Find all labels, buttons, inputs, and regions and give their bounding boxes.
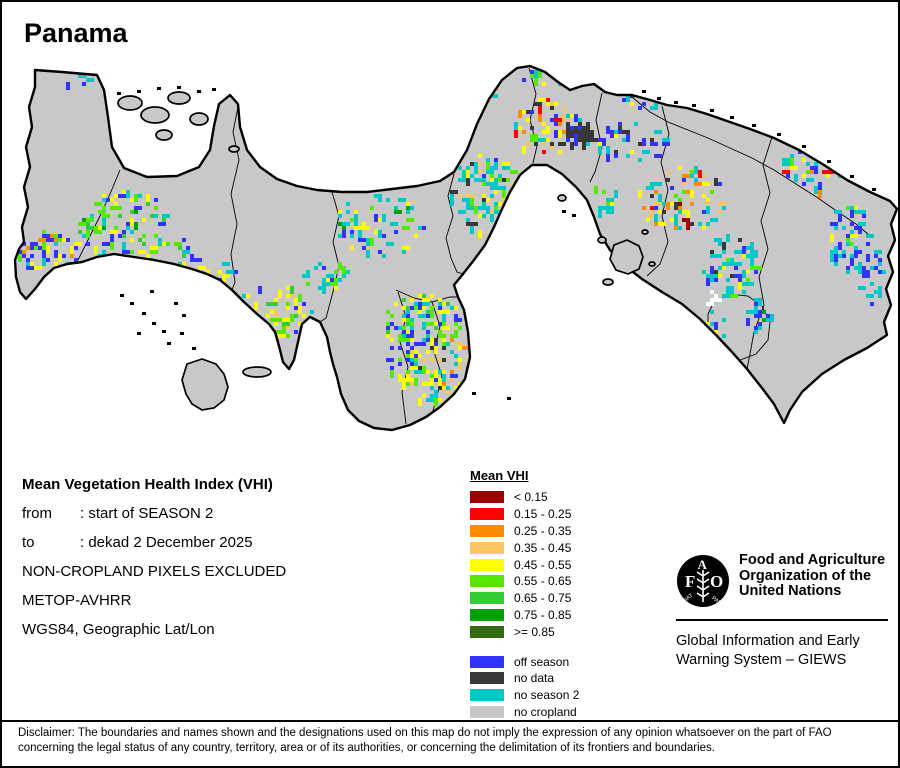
fao-logo-wheat-ear [696, 570, 710, 602]
legend-vhi-label: 0.65 - 0.75 [514, 591, 572, 606]
legend-vhi-swatch [470, 558, 504, 571]
legend-vhi-label: 0.35 - 0.45 [514, 540, 572, 555]
panama-vhi-map [13, 64, 898, 432]
info-line-projection: WGS84, Geographic Lat/Lon [22, 621, 215, 638]
disclaimer-line: Disclaimer: The boundaries and names sho… [18, 727, 832, 739]
legend-vhi-label: < 0.15 [514, 490, 548, 505]
legend-vhi-label: 0.45 - 0.55 [514, 557, 572, 572]
fao-divider [676, 619, 888, 621]
fao-org-name: Food and Agriculture Organization of the U… [739, 552, 886, 600]
legend-vhi-row: 0.15 - 0.25 [470, 506, 579, 523]
legend-vhi-label: 0.15 - 0.25 [514, 507, 572, 522]
legend-special-label: no cropland [514, 704, 577, 719]
disclaimer-text: Disclaimer: The boundaries and names sho… [18, 726, 886, 755]
info-line-cropland: NON-CROPLAND PIXELS EXCLUDED [22, 563, 287, 580]
legend-vhi-row: 0.55 - 0.65 [470, 573, 579, 590]
land-shape [15, 66, 897, 430]
legend-special-row: off season [470, 653, 579, 670]
vhi-legend: Mean VHI < 0.15 0.15 - 0.25 0.25 - 0.35 0.3… [470, 468, 579, 720]
legend-vhi-label: >= 0.85 [514, 624, 555, 639]
info-from-row: from : start of SEASON 2 [22, 499, 286, 528]
info-line-sensor: METOP-AVHRR [22, 592, 132, 609]
legend-special-classes: off season no data no season 2 no cropland [470, 653, 579, 720]
legend-vhi-row: 0.45 - 0.55 [470, 556, 579, 573]
giews-caption: Global Information and Early Warning Syst… [676, 632, 860, 670]
fao-logo-letter-o: O [710, 572, 723, 591]
fao-logo-letter-f: F [685, 572, 695, 591]
legend-vhi-row: >= 0.85 [470, 623, 579, 640]
legend-vhi-label: 0.75 - 0.85 [514, 607, 572, 622]
info-to-row: to : dekad 2 December 2025 [22, 528, 286, 557]
giews-line: Global Information and Early [676, 633, 860, 649]
legend-special-label: no data [514, 671, 555, 686]
fao-org-line: Organization of the [739, 567, 872, 584]
legend-vhi-row: 0.65 - 0.75 [470, 590, 579, 607]
legend-special-swatch [470, 655, 504, 668]
legend-special-row: no data [470, 670, 579, 687]
legend-special-swatch [470, 705, 504, 718]
legend-vhi-row: 0.25 - 0.35 [470, 523, 579, 540]
coast-outline [13, 64, 898, 432]
legend-special-row: no season 2 [470, 687, 579, 704]
legend-vhi-swatch [470, 608, 504, 621]
info-from-value: : start of SEASON 2 [80, 505, 214, 522]
disclaimer-separator [2, 720, 898, 722]
legend-header: Mean VHI [470, 468, 529, 483]
legend-vhi-swatch [470, 508, 504, 521]
legend-vhi-swatch [470, 625, 504, 638]
fao-logo-icon: F A O FIAT PANIS [677, 555, 729, 610]
legend-vhi-swatch [470, 491, 504, 504]
map-info-block: Mean Vegetation Health Index (VHI) from:… [22, 470, 286, 644]
legend-vhi-row: 0.35 - 0.45 [470, 539, 579, 556]
legend-vhi-swatch [470, 575, 504, 588]
islands [117, 91, 656, 411]
islet-specks [117, 86, 876, 400]
info-from-label: from [22, 505, 52, 522]
fao-org-line: United Nations [739, 583, 842, 599]
legend-vhi-swatch [470, 592, 504, 605]
legend-special-swatch [470, 672, 504, 685]
legend-vhi-row: 0.75 - 0.85 [470, 607, 579, 624]
page-title: Panama [24, 18, 128, 48]
info-to-value: : dekad 2 December 2025 [80, 534, 253, 551]
legend-special-label: no season 2 [514, 688, 580, 703]
legend-special-row: no cropland [470, 704, 579, 721]
info-title: Mean Vegetation Health Index (VHI) [22, 476, 273, 493]
legend-special-swatch [470, 689, 504, 702]
fao-logo-letter-a: A [698, 557, 708, 572]
disclaimer-line: concerning the legal status of any count… [18, 741, 715, 754]
fao-org-line: Food and Agriculture [739, 552, 886, 568]
legend-special-label: off season [514, 654, 570, 669]
legend-vhi-label: 0.25 - 0.35 [514, 523, 572, 538]
legend-vhi-row: < 0.15 [470, 489, 579, 506]
giews-line: Warning System – GIEWS [676, 652, 847, 668]
info-to-label: to [22, 534, 35, 551]
legend-vhi-label: 0.55 - 0.65 [514, 574, 572, 589]
legend-vhi-swatch [470, 541, 504, 554]
legend-vhi-classes: < 0.15 0.15 - 0.25 0.25 - 0.35 0.35 - 0.45 0… [470, 489, 579, 640]
legend-vhi-swatch [470, 524, 504, 537]
